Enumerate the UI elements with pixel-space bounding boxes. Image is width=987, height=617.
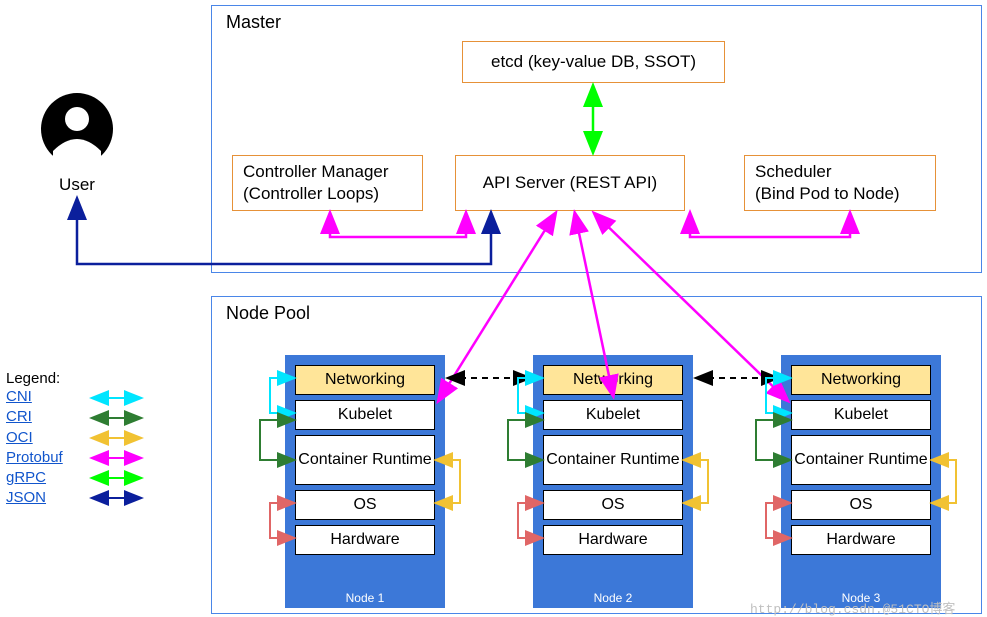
node-1: Networking Kubelet Container Runtime OS …	[285, 355, 445, 608]
node1-os: OS	[295, 490, 435, 520]
node2-kubelet: Kubelet	[543, 400, 683, 430]
node2-os: OS	[543, 490, 683, 520]
node1-networking: Networking	[295, 365, 435, 395]
user-label: User	[52, 175, 102, 195]
node3-hardware: Hardware	[791, 525, 931, 555]
legend-cri[interactable]: CRI	[6, 407, 63, 427]
legend: Legend: CNI CRI OCI Protobuf gRPC JSON	[6, 370, 63, 509]
node1-runtime: Container Runtime	[295, 435, 435, 485]
node1-kubelet: Kubelet	[295, 400, 435, 430]
legend-cni[interactable]: CNI	[6, 387, 63, 407]
node-2: Networking Kubelet Container Runtime OS …	[533, 355, 693, 608]
master-title: Master	[226, 12, 281, 33]
node2-label: Node 2	[535, 591, 691, 605]
legend-json[interactable]: JSON	[6, 488, 63, 508]
legend-grpc[interactable]: gRPC	[6, 468, 63, 488]
node1-hardware: Hardware	[295, 525, 435, 555]
node1-label: Node 1	[287, 591, 443, 605]
node2-hardware: Hardware	[543, 525, 683, 555]
watermark: http://blog.csdn.@51CTO博客	[750, 598, 955, 617]
node2-networking: Networking	[543, 365, 683, 395]
node3-kubelet: Kubelet	[791, 400, 931, 430]
scheduler-box: Scheduler (Bind Pod to Node)	[744, 155, 936, 211]
node3-os: OS	[791, 490, 931, 520]
node3-runtime: Container Runtime	[791, 435, 931, 485]
etcd-box: etcd (key-value DB, SSOT)	[462, 41, 725, 83]
legend-oci[interactable]: OCI	[6, 428, 63, 448]
api-server-box: API Server (REST API)	[455, 155, 685, 211]
node2-runtime: Container Runtime	[543, 435, 683, 485]
user-icon	[37, 89, 117, 169]
node-3: Networking Kubelet Container Runtime OS …	[781, 355, 941, 608]
node-pool-title: Node Pool	[226, 303, 310, 324]
controller-box: Controller Manager (Controller Loops)	[232, 155, 423, 211]
node3-networking: Networking	[791, 365, 931, 395]
legend-title: Legend:	[6, 370, 63, 387]
legend-protobuf[interactable]: Protobuf	[6, 448, 63, 468]
